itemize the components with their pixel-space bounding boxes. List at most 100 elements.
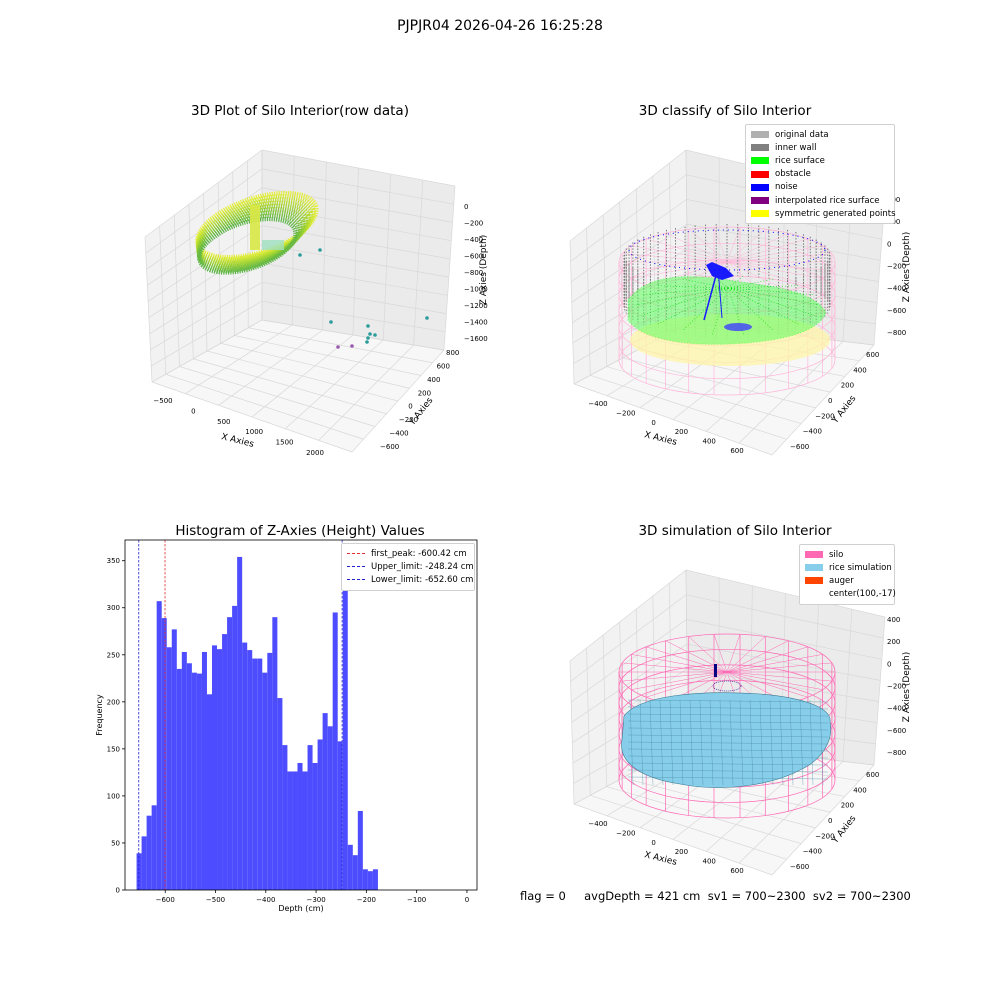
silo-ring	[618, 649, 836, 726]
legend-label: silo	[829, 549, 844, 560]
rice-surface-point	[727, 287, 745, 335]
silo-line	[665, 671, 728, 704]
grid-line	[672, 333, 782, 420]
noise-cluster	[706, 262, 734, 280]
rice-mesh-line	[719, 699, 724, 786]
plot1-ztick: −800	[464, 269, 483, 277]
figure-title: PJPJR04 2026-04-26 16:25:28	[397, 18, 603, 34]
legend-entry: interpolated rice surface	[751, 194, 889, 207]
silo-ring	[618, 226, 836, 298]
rice-mesh-line	[627, 769, 829, 773]
plot1-ytick: 200	[418, 389, 431, 397]
plot1-ytick: −400	[389, 430, 408, 438]
grid-line	[413, 179, 424, 346]
silo-line	[726, 671, 832, 682]
legend-label: symmetric generated points	[775, 208, 896, 219]
pane-floor	[152, 320, 444, 452]
histogram-bar	[262, 672, 268, 890]
plot1-ztick: −400	[464, 236, 483, 244]
histogram-bar	[237, 556, 243, 890]
histogram-bar	[312, 762, 318, 890]
plot2-ztick: −200	[887, 263, 906, 271]
raw-ring	[195, 190, 319, 260]
pane-floor	[152, 350, 444, 382]
grid-line	[318, 344, 414, 441]
histogram-bar	[136, 853, 142, 890]
silo-line	[646, 671, 728, 698]
legend-swatch	[751, 157, 769, 165]
histogram-bar	[267, 652, 273, 890]
grid-line	[655, 340, 845, 377]
rice-simulation-surface	[621, 692, 832, 788]
histogram-bar	[166, 647, 172, 890]
histogram-bar	[272, 617, 278, 890]
grid-line	[144, 236, 153, 383]
rice-mesh-line	[627, 699, 829, 703]
raw-ring	[195, 197, 314, 264]
histogram-bar	[206, 694, 212, 890]
histogram-bar	[151, 805, 157, 890]
silo-line	[726, 229, 766, 263]
plot4-ztick: −800	[887, 749, 906, 757]
plot1-xtick: 1000	[245, 428, 263, 436]
grid-line	[738, 761, 844, 864]
plot2-ztick: 0	[887, 240, 891, 248]
histogram-bar	[247, 650, 253, 890]
raw-ring	[196, 203, 309, 267]
legend-swatch	[751, 210, 769, 218]
plot1-ytick: 0	[408, 403, 412, 411]
plot2-ytick: 600	[866, 351, 879, 359]
silo-ring	[618, 242, 836, 314]
grid-line	[771, 344, 875, 456]
histogram-title: Histogram of Z-Axies (Height) Values	[175, 523, 425, 539]
silo-line	[665, 232, 728, 263]
grid-line	[586, 647, 591, 796]
raw-ring	[197, 216, 298, 275]
rice-surface-point	[727, 287, 815, 316]
grid-line	[151, 319, 445, 383]
grid-line	[573, 742, 875, 805]
grid-line	[352, 167, 359, 336]
legend-swatch	[751, 183, 769, 191]
rice-surface-point	[727, 278, 775, 289]
legend-swatch	[805, 577, 823, 585]
grid-line	[144, 149, 456, 238]
plot4-title: 3D simulation of Silo Interior	[638, 523, 832, 539]
silo-line	[726, 261, 832, 271]
grid-line	[217, 182, 222, 344]
plot4-ytick: −200	[815, 832, 834, 840]
legend-label: auger	[829, 575, 854, 586]
histogram-bar	[372, 869, 378, 890]
pane-left	[145, 150, 262, 382]
plot2-ytick: 400	[853, 366, 866, 374]
silo-line	[688, 671, 728, 708]
silo-line	[665, 261, 728, 292]
grid-line	[193, 358, 387, 415]
grid-line	[203, 193, 208, 352]
legend-entry: Lower_limit: -652.60 cm	[347, 573, 473, 586]
histogram-bar	[327, 726, 333, 890]
histogram-bar	[317, 739, 323, 890]
grid-line	[811, 601, 820, 758]
silo-line	[726, 261, 741, 297]
silo-line	[646, 238, 728, 263]
histogram-legend: first_peak: -600.42 cm Upper_limit: -248.…	[341, 543, 475, 591]
raw-outlier-point	[425, 316, 429, 320]
silo-line	[622, 662, 728, 673]
rice-mesh-line	[627, 727, 829, 731]
histogram-bar	[227, 617, 233, 890]
legend-label: rice surface	[775, 155, 825, 166]
y-tick-label: 350	[107, 557, 120, 565]
grid-line	[771, 764, 875, 876]
noise-point	[703, 267, 719, 321]
histogram-bar	[332, 612, 338, 890]
legend-swatch	[751, 197, 769, 205]
plot4-ztick: 200	[887, 638, 900, 646]
histogram-bar	[222, 634, 228, 890]
legend-entry: center(100,-17)	[805, 588, 896, 601]
grid-line	[573, 297, 876, 364]
histogram-bar	[201, 651, 207, 890]
pane-floor	[574, 323, 874, 455]
rice-mesh-line	[649, 699, 654, 786]
plot4-ytick: −600	[790, 863, 809, 871]
